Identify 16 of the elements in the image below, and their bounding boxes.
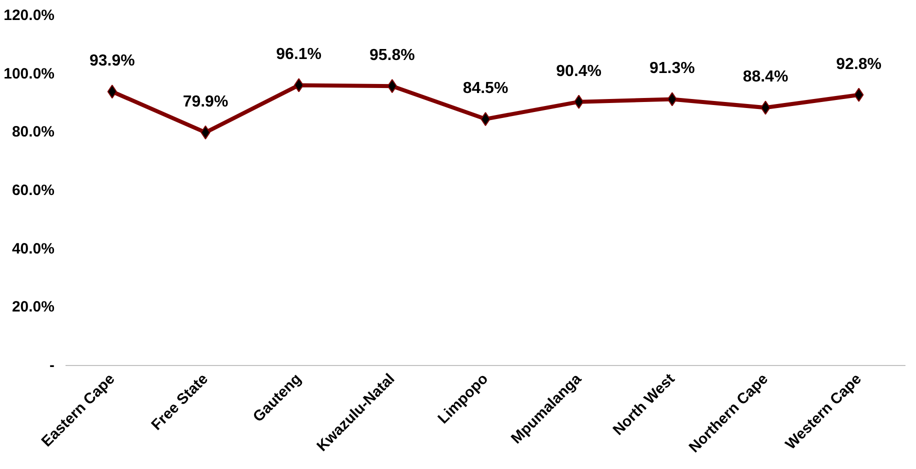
data-label: 92.8% xyxy=(836,56,882,73)
y-tick-label: 100.0% xyxy=(4,65,54,82)
data-label: 91.3% xyxy=(649,60,695,78)
data-label: 90.4% xyxy=(556,62,602,80)
data-label: 88.4% xyxy=(742,68,788,86)
data-label: 95.8% xyxy=(369,47,415,64)
y-tick-label: 40.0% xyxy=(12,240,55,258)
y-tick-label: - xyxy=(50,357,55,374)
data-label: 84.5% xyxy=(462,80,508,98)
y-tick-label: 20.0% xyxy=(12,298,55,316)
y-tick-label: 120.0% xyxy=(4,7,54,24)
y-tick-label: 60.0% xyxy=(12,182,55,199)
data-label: 96.1% xyxy=(276,46,322,64)
data-label: 93.9% xyxy=(89,52,135,70)
data-label: 79.9% xyxy=(182,93,228,110)
y-tick-label: 80.0% xyxy=(12,124,55,141)
